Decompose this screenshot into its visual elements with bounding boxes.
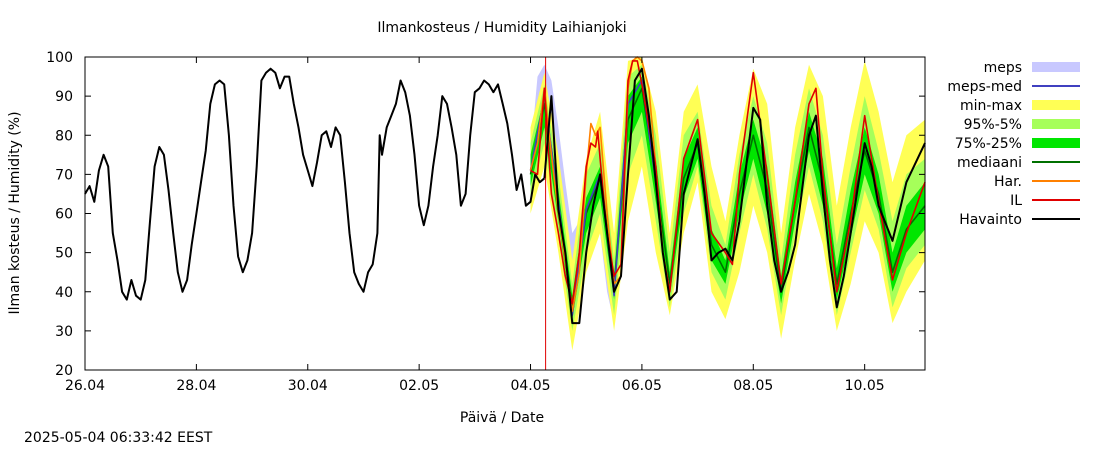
legend-label-min-max: min-max (960, 98, 1022, 114)
legend-swatch-meps (1032, 62, 1080, 72)
y-tick-label: 30 (55, 324, 73, 340)
legend-label-95-5: 95%-5% (964, 117, 1022, 133)
band-75-25 (530, 76, 925, 320)
legend-label-har: Har. (994, 174, 1022, 190)
y-tick-label: 80 (55, 128, 73, 144)
y-tick-label: 70 (55, 167, 73, 183)
legend-swatch-95-5 (1032, 119, 1080, 129)
legend-swatch-75-25 (1032, 138, 1080, 148)
x-tick-label: 10.05 (845, 378, 885, 394)
x-tick-label: 28.04 (176, 378, 216, 394)
y-tick-label: 40 (55, 285, 73, 301)
y-tick-label: 100 (46, 50, 73, 66)
chart-title: Ilmankosteus / Humidity Laihianjoki (377, 20, 626, 36)
legend-swatch-min-max (1032, 100, 1080, 110)
x-tick-label: 30.04 (288, 378, 328, 394)
x-tick-label: 08.05 (733, 378, 773, 394)
legend-label-mediaani: mediaani (957, 155, 1022, 171)
y-tick-label: 50 (55, 246, 73, 262)
legend-label-meps-med: meps-med (947, 79, 1022, 95)
line-har (529, 56, 671, 313)
y-tick-label: 60 (55, 207, 73, 223)
line-mediaani (529, 87, 926, 309)
legend: meps meps-med min-max 95%-5% 75%-25% mediaani… (947, 60, 1080, 228)
y-tick-label: 90 (55, 89, 73, 105)
legend-label-havainto: Havainto (959, 212, 1022, 228)
line-havainto-forecast (543, 67, 926, 325)
legend-label-meps: meps (984, 60, 1022, 76)
line-havainto (84, 67, 546, 301)
generated-timestamp: 2025-05-04 06:33:42 EEST (24, 430, 213, 446)
x-tick-label: 02.05 (399, 378, 439, 394)
y-tick-label: 20 (55, 363, 73, 379)
legend-label-il: IL (1010, 193, 1022, 209)
legend-label-75-25: 75%-25% (955, 136, 1022, 152)
y-axis-label: Ilman kosteus / Humidity (%) (7, 111, 23, 314)
axes-layer: 20 30 40 50 60 70 80 90 100 26.04 28.04 30.04 02.05 0… (46, 50, 926, 394)
x-axis-label: Päivä / Date (460, 410, 544, 426)
series-lines-layer (84, 56, 926, 370)
x-tick-label: 26.04 (65, 378, 105, 394)
x-tick-label: 04.05 (510, 378, 550, 394)
x-tick-label: 06.05 (622, 378, 662, 394)
